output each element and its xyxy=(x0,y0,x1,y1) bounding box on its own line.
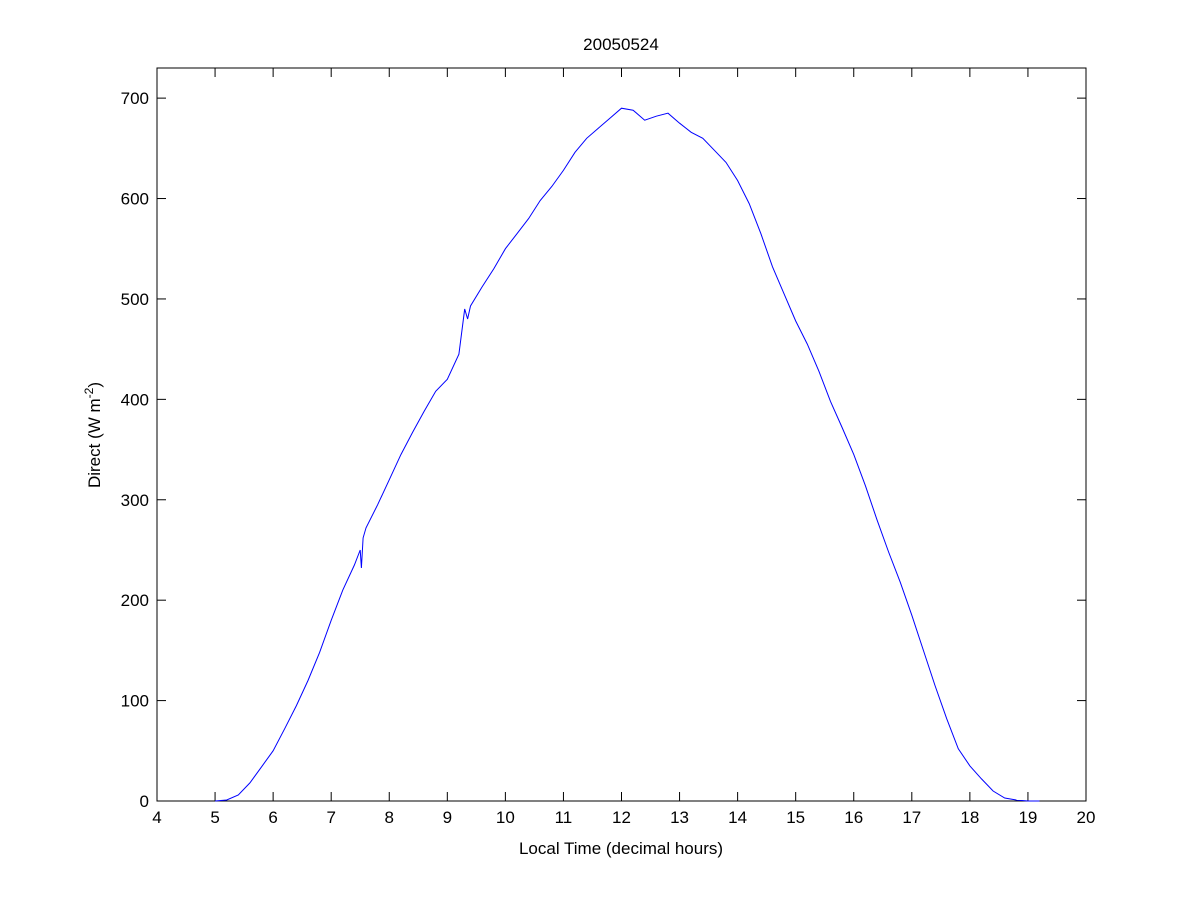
y-tick-label: 200 xyxy=(121,591,149,610)
y-tick-label: 700 xyxy=(121,89,149,108)
x-tick-label: 20 xyxy=(1077,808,1096,827)
x-tick-label: 14 xyxy=(728,808,747,827)
series-line xyxy=(215,107,1040,802)
y-tick-label: 300 xyxy=(121,491,149,510)
x-tick-label: 17 xyxy=(902,808,921,827)
x-tick-label: 4 xyxy=(152,808,161,827)
x-tick-label: 7 xyxy=(326,808,335,827)
y-tick-label: 500 xyxy=(121,290,149,309)
y-axis-label-prefix: Direct (W m xyxy=(85,398,104,488)
x-axis-label: Local Time (decimal hours) xyxy=(519,839,723,858)
x-tick-label: 15 xyxy=(786,808,805,827)
x-tick-label: 19 xyxy=(1018,808,1037,827)
tick-labels: 4 5 6 7 8 9 10 11 12 13 14 15 16 17 18 19 20010020030040… xyxy=(121,89,1096,827)
x-tick-label: 10 xyxy=(496,808,515,827)
x-tick-label: 12 xyxy=(612,808,631,827)
x-tick-label: 13 xyxy=(670,808,689,827)
y-axis-label: Direct (W m-2) xyxy=(82,382,104,488)
x-tick-label: 11 xyxy=(555,808,573,827)
y-tick-label: 600 xyxy=(121,190,149,209)
x-tick-label: 5 xyxy=(210,808,219,827)
x-tick-label: 8 xyxy=(385,808,394,827)
y-tick-label: 400 xyxy=(121,390,149,409)
y-axis-label-suffix: ) xyxy=(85,382,104,388)
ticks xyxy=(156,68,1087,802)
x-tick-label: 6 xyxy=(268,808,277,827)
x-tick-label: 9 xyxy=(443,808,452,827)
y-tick-label: 0 xyxy=(140,792,149,811)
plot-area xyxy=(156,67,1087,802)
x-tick-label: 18 xyxy=(960,808,979,827)
x-tick-label: 16 xyxy=(844,808,863,827)
chart-title: 20050524 xyxy=(583,35,659,54)
y-tick-label: 100 xyxy=(121,692,149,711)
y-axis-label-superscript: -2 xyxy=(82,387,96,398)
